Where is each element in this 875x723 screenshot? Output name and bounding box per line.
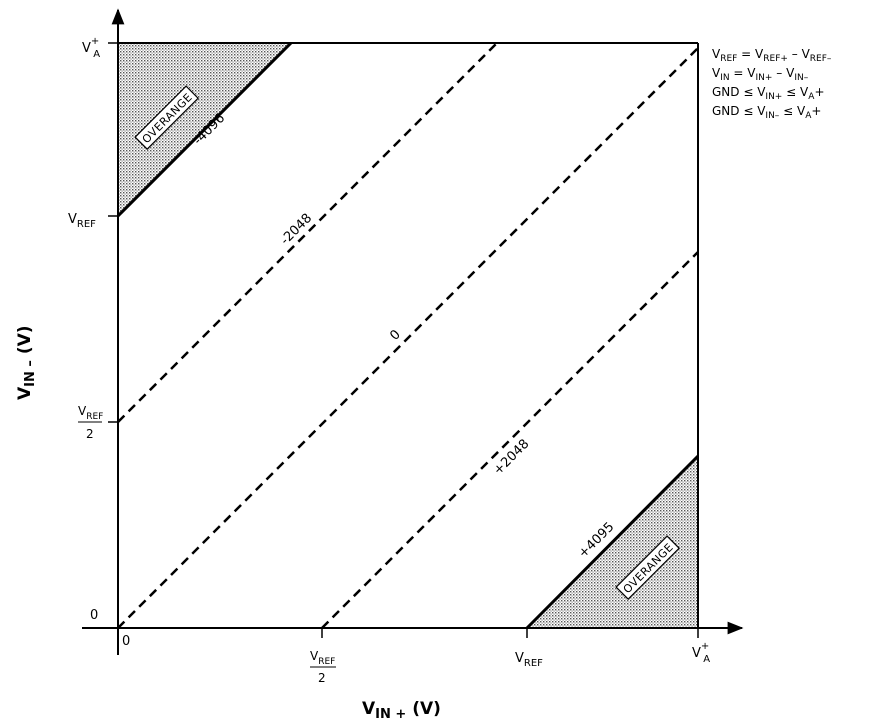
y-tick-label-ref: VREF [68,212,96,230]
code-line-plus4095 [525,454,700,630]
equation-vin: VIN = VIN+ – VIN– [712,66,809,83]
label-zero: 0 [387,327,403,343]
equation-vin-minus-range: GND ≤ VIN– ≤ VA+ [712,104,821,121]
svg-text:VREF: VREF [78,404,103,422]
y-tick-label-va: V+ A [82,36,100,60]
svg-text:VREF: VREF [310,649,335,667]
y-tick-label-zero: 0 [90,608,98,623]
svg-text:2: 2 [318,671,326,685]
x-tick-label-zero: 0 [122,634,130,649]
x-axis-title: VIN + (V) [362,699,441,722]
code-line-plus2048 [321,251,699,629]
y-axis-title: VIN – (V) [15,325,38,400]
x-tick-label-half: VREF 2 [310,649,336,685]
y-tick-label-half: VREF 2 [78,404,103,441]
equation-vref: VREF = VREF+ – VREF– [712,47,832,64]
x-tick-label-ref: VREF [515,651,543,669]
equation-vin-plus-range: GND ≤ VIN+ ≤ VA+ [712,85,825,102]
equations-block: VREF = VREF+ – VREF– VIN = VIN+ – VIN– G… [712,47,832,121]
x-tick-label-va: V+ A [692,641,710,665]
svg-text:2: 2 [86,427,94,441]
label-plus2048: +2048 [491,437,533,479]
code-line-zero [117,47,699,629]
code-line-minus4096 [116,41,293,218]
